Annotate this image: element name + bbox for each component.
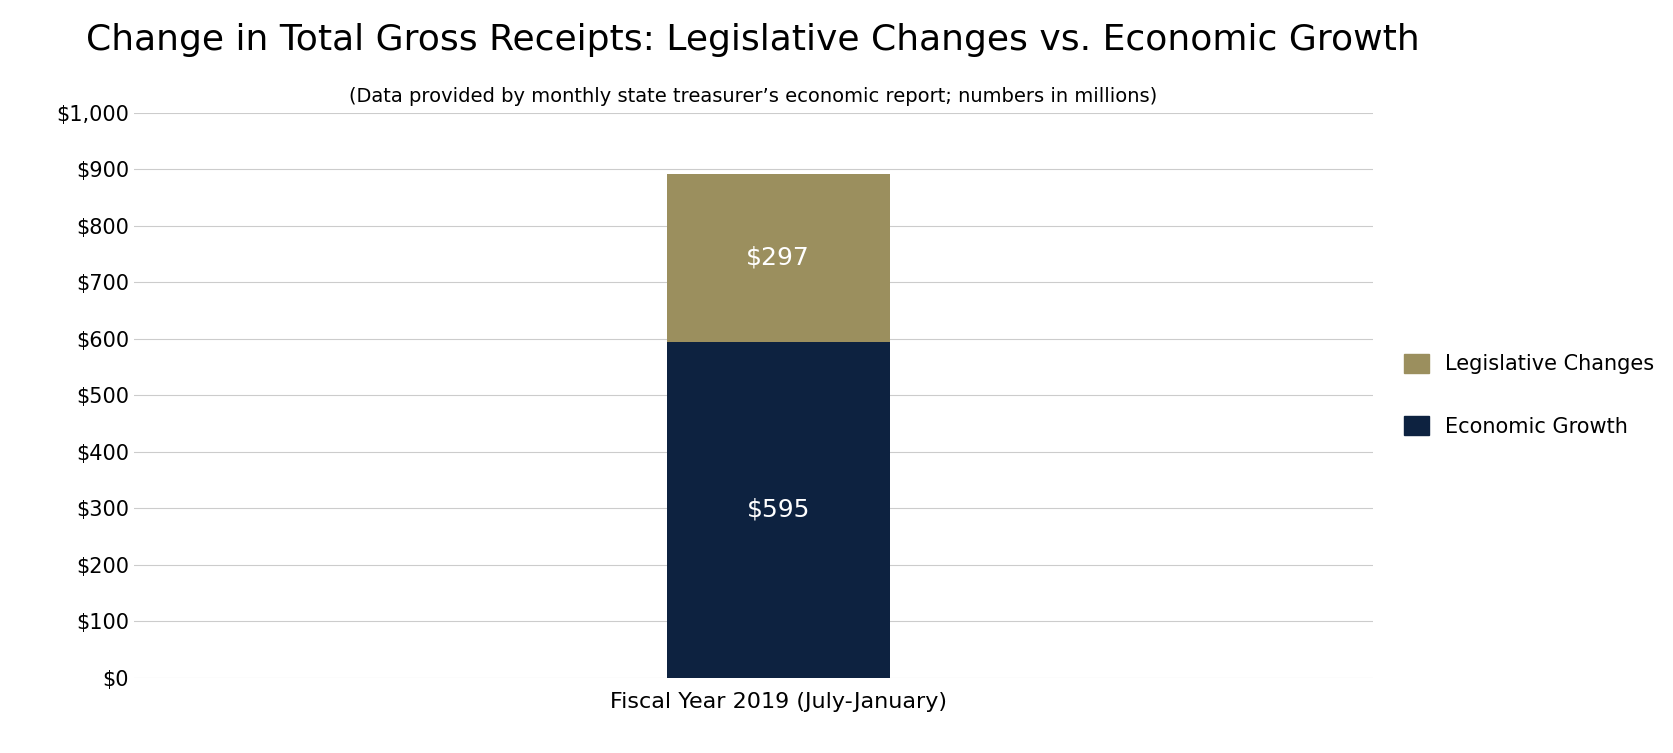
Text: $595: $595 — [746, 498, 810, 522]
Legend: Legislative Changes, Economic Growth: Legislative Changes, Economic Growth — [1395, 346, 1661, 445]
Bar — [666, 342, 888, 678]
Bar — [666, 174, 888, 342]
Title: (Data provided by monthly state treasurer’s economic report; numbers in millions: (Data provided by monthly state treasure… — [350, 87, 1156, 106]
Text: $297: $297 — [746, 245, 810, 270]
Text: Change in Total Gross Receipts: Legislative Changes vs. Economic Growth: Change in Total Gross Receipts: Legislat… — [87, 23, 1419, 56]
